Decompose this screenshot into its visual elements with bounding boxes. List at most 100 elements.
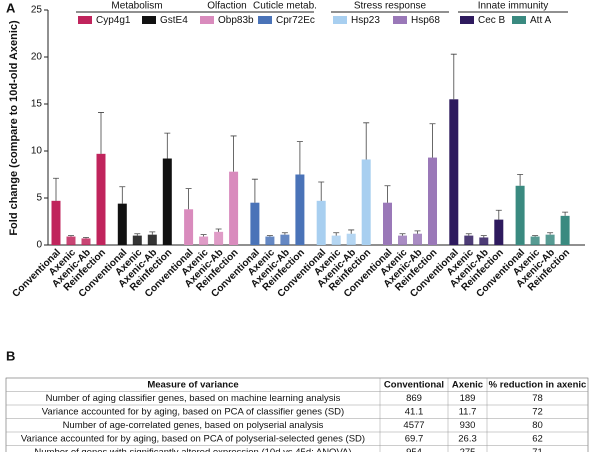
bar	[479, 237, 489, 245]
error-bar	[399, 233, 406, 236]
table-cell: Variance accounted for by aging, based o…	[42, 406, 344, 417]
group-label: Olfaction	[207, 1, 246, 12]
group-label: Stress response	[354, 1, 427, 12]
table-cell: 275	[460, 447, 476, 452]
y-tick-label: 25	[31, 5, 43, 16]
group-label: Metabolism	[111, 1, 162, 12]
error-bar	[547, 232, 554, 235]
table-cell: 78	[532, 393, 543, 404]
table-cell: Variance accounted for by aging, based o…	[21, 433, 365, 444]
legend-swatch	[258, 16, 272, 24]
error-bar	[215, 228, 222, 232]
legend-label: GstE4	[160, 15, 188, 26]
error-bar	[185, 188, 192, 210]
table-cell: 62	[532, 433, 543, 444]
error-bar	[318, 181, 325, 201]
bar	[132, 235, 142, 245]
bar	[560, 215, 570, 245]
bar	[280, 234, 290, 245]
legend-swatch	[512, 16, 526, 24]
bar	[361, 159, 371, 245]
bar	[184, 209, 194, 245]
legend-label: Hsp68	[411, 15, 440, 26]
bar	[515, 185, 525, 245]
error-bar	[384, 185, 391, 203]
error-bar	[532, 235, 539, 237]
table-cell: 189	[460, 393, 476, 404]
bar	[265, 236, 275, 245]
table-cell: 69.7	[405, 433, 424, 444]
error-bar	[164, 132, 171, 159]
error-bar	[363, 122, 370, 160]
bar	[81, 238, 91, 245]
group-label: Innate immunity	[478, 1, 549, 12]
bar	[214, 231, 224, 245]
table-header: % reduction in axenic	[489, 379, 587, 390]
table-cell: 954	[406, 447, 422, 452]
table-header: Conventional	[384, 379, 444, 390]
y-tick-label: 0	[36, 240, 42, 251]
bar	[316, 200, 326, 245]
bar	[162, 158, 172, 245]
table-cell: Number of age-correlated genes, based on…	[63, 420, 324, 431]
error-bar	[200, 234, 207, 237]
error-bar	[119, 186, 126, 204]
error-bar	[414, 230, 421, 234]
error-bar	[495, 209, 502, 220]
error-bar	[68, 235, 74, 237]
bar	[464, 235, 474, 245]
y-axis-label: Fold change (compare to 10d-old Axenic)	[8, 20, 20, 236]
legend-label: Cpr72Ec	[276, 15, 315, 26]
y-tick-label: 20	[31, 52, 43, 63]
legend-label: Att A	[530, 15, 551, 26]
legend-swatch	[333, 16, 347, 24]
error-bar	[562, 211, 569, 216]
table-cell: 869	[406, 393, 422, 404]
panel-label: A	[6, 0, 16, 15]
error-bar	[251, 178, 258, 203]
bar	[449, 99, 459, 245]
bar	[250, 202, 260, 245]
error-bar	[281, 232, 288, 235]
bar	[66, 236, 76, 245]
legend-swatch	[78, 16, 92, 24]
y-tick-label: 10	[31, 146, 43, 157]
error-bar	[296, 141, 303, 175]
error-bar	[517, 174, 524, 186]
table-cell: 930	[460, 420, 476, 431]
bar	[96, 153, 106, 245]
table-cell: 26.3	[458, 433, 477, 444]
bar	[530, 236, 540, 245]
table-header: Measure of variance	[147, 379, 238, 390]
y-tick-label: 15	[31, 99, 43, 110]
table-cell: 4577	[403, 420, 424, 431]
legend-label: Cec B	[478, 15, 506, 26]
bar	[117, 203, 127, 245]
bar	[545, 234, 555, 245]
error-bar	[134, 233, 141, 236]
legend-swatch	[200, 16, 214, 24]
bar	[346, 233, 356, 245]
bar	[199, 236, 209, 245]
error-bar	[83, 237, 89, 239]
group-label: Cuticle metab.	[253, 1, 317, 12]
legend-label: Obp83b	[218, 15, 254, 26]
table-cell: 80	[532, 420, 543, 431]
table-cell: 41.1	[405, 406, 424, 417]
bar	[331, 235, 341, 245]
error-bar	[348, 229, 355, 234]
bar	[229, 171, 239, 245]
error-bar	[333, 232, 340, 236]
table-cell: 72	[532, 406, 543, 417]
bar	[428, 157, 437, 245]
error-bar	[230, 135, 237, 172]
bar	[398, 235, 407, 245]
legend-label: Cyp4g1	[96, 15, 131, 26]
error-bar	[429, 123, 436, 158]
error-bar	[465, 233, 472, 236]
bar	[413, 233, 422, 245]
error-bar	[480, 235, 487, 238]
error-bar	[450, 53, 457, 100]
legend-swatch	[460, 16, 474, 24]
table-header: Axenic	[452, 379, 483, 390]
